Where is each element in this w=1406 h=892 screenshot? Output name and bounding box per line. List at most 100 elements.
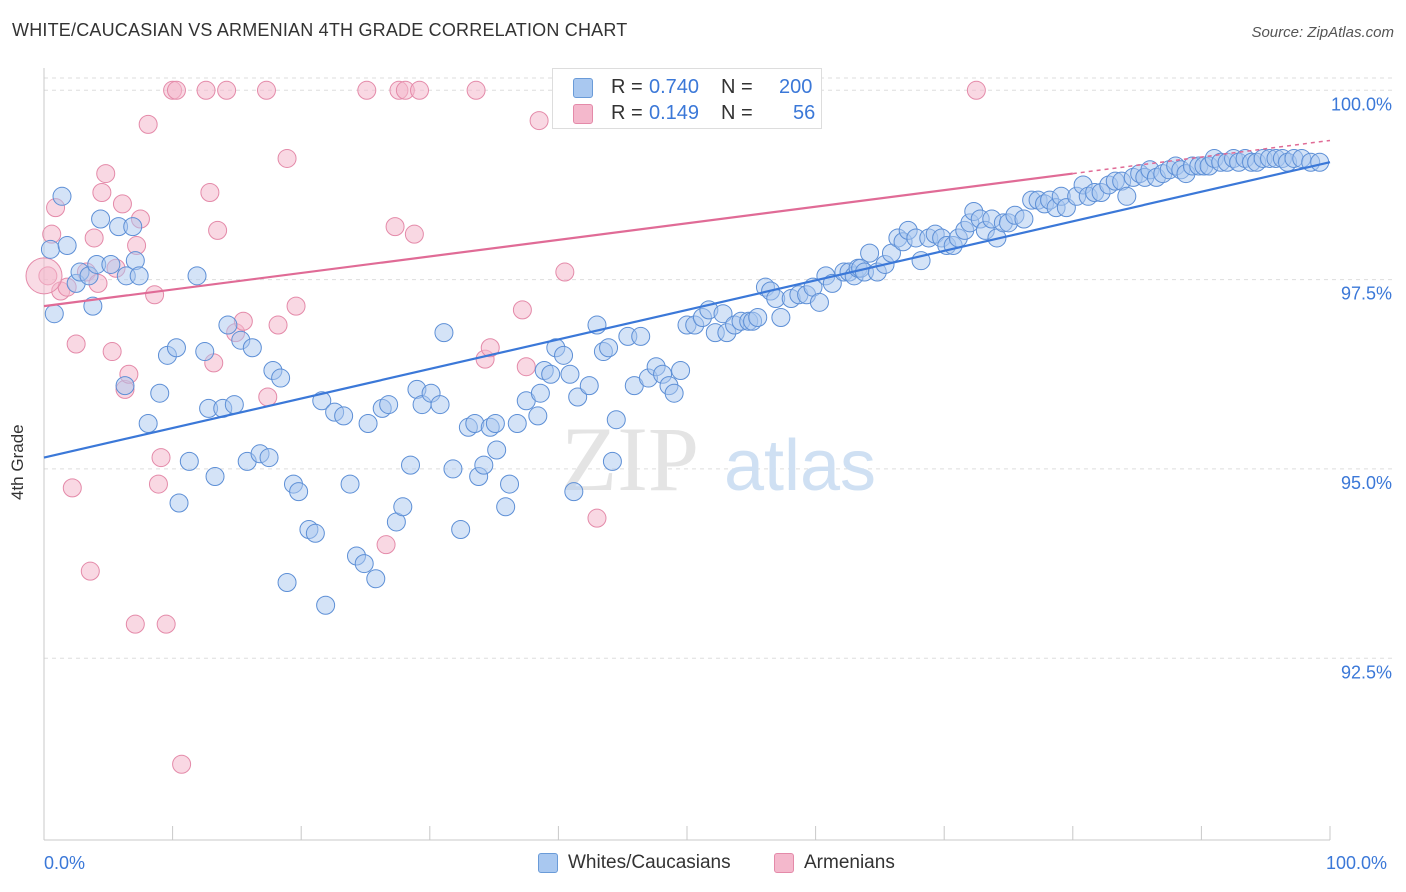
armenians-n-value: 56 [793, 102, 816, 124]
armenian-point [555, 262, 575, 282]
armenian-point [376, 535, 396, 555]
white-point [500, 474, 520, 494]
x-axis-max-label: 100.0% [1326, 853, 1388, 873]
white-point [277, 573, 297, 593]
white-point [312, 391, 332, 411]
white-point [554, 345, 574, 365]
watermark: ZIP atlas [561, 408, 876, 510]
white-point [316, 595, 336, 615]
white-point [748, 307, 768, 327]
white-point [860, 243, 880, 263]
bottom-whites-swatch [538, 853, 558, 873]
armenian-point [145, 285, 165, 305]
white-point [434, 323, 454, 343]
white-point [496, 497, 516, 517]
armenian-point [112, 194, 132, 214]
white-point [474, 455, 494, 475]
armenian-point [148, 474, 168, 494]
armenian-point [138, 114, 158, 134]
white-point [187, 266, 207, 286]
white-point [218, 315, 238, 335]
white-point [664, 383, 684, 403]
chart-title: WHITE/CAUCASIAN VS ARMENIAN 4TH GRADE CO… [12, 20, 628, 40]
armenian-point [529, 111, 549, 131]
white-point [150, 383, 170, 403]
white-point [401, 455, 421, 475]
bottom-whites-label: Whites/Caucasians [568, 852, 731, 873]
armenians-swatch [573, 104, 593, 124]
armenians-trend-extension [1072, 139, 1331, 175]
white-point [564, 482, 584, 502]
white-point [379, 395, 399, 415]
watermark-zip: ZIP [561, 408, 699, 510]
armenian-point [208, 220, 228, 240]
white-point [1014, 209, 1034, 229]
white-point [713, 304, 733, 324]
white-point [771, 307, 791, 327]
white-point [560, 364, 580, 384]
source-label: Source: ZipAtlas.com [1251, 24, 1394, 41]
white-points [40, 148, 1330, 615]
white-point [579, 376, 599, 396]
white-point [259, 448, 279, 468]
white-point [205, 467, 225, 487]
armenian-point [258, 387, 278, 407]
white-point [166, 338, 186, 358]
armenian-point [357, 80, 377, 100]
armenian-point-large [25, 257, 63, 295]
white-point [568, 387, 588, 407]
white-point [101, 254, 121, 274]
white-point [179, 451, 199, 471]
white-point [366, 569, 386, 589]
white-point [809, 292, 829, 312]
white-point [602, 451, 622, 471]
armenian-point [268, 315, 288, 335]
white-point [430, 395, 450, 415]
white-point [91, 209, 111, 229]
armenians-r-label: R = [611, 102, 643, 124]
white-point [224, 395, 244, 415]
bottom-armenians-label: Armenians [804, 852, 895, 873]
armenian-points [25, 80, 986, 774]
y-tick-labels: 92.5% 95.0% 97.5% 100.0% [1331, 94, 1392, 682]
armenian-point [156, 614, 176, 634]
armenian-point [125, 614, 145, 634]
whites-n-label: N = [721, 76, 753, 98]
watermark-atlas: atlas [724, 426, 876, 506]
whites-swatch [573, 78, 593, 98]
armenian-point [151, 448, 171, 468]
white-point [541, 364, 561, 384]
white-point [393, 497, 413, 517]
white-point [83, 296, 103, 316]
armenian-point [166, 80, 186, 100]
white-point [358, 413, 378, 433]
whites-n-value: 200 [779, 76, 813, 98]
white-point [507, 413, 527, 433]
armenian-point [966, 80, 986, 100]
white-point [115, 376, 135, 396]
armenian-point [196, 80, 216, 100]
white-point [195, 342, 215, 362]
white-point [528, 406, 548, 426]
armenian-point [92, 183, 112, 203]
armenian-point [480, 338, 500, 358]
armenian-point [404, 224, 424, 244]
armenian-point [277, 148, 297, 168]
white-point [57, 236, 77, 256]
armenian-point [96, 164, 116, 184]
white-point [334, 406, 354, 426]
armenians-trend-line [43, 172, 1073, 308]
armenian-point [217, 80, 237, 100]
armenian-point [102, 342, 122, 362]
y-tick-label: 95.0% [1341, 473, 1392, 493]
armenian-point [512, 300, 532, 320]
armenians-n-label: N = [721, 102, 753, 124]
armenian-point [62, 478, 82, 498]
armenian-point [410, 80, 430, 100]
armenian-point [256, 80, 276, 100]
white-point [530, 383, 550, 403]
white-point [451, 520, 471, 540]
white-point [169, 493, 189, 513]
armenian-point [516, 357, 536, 377]
